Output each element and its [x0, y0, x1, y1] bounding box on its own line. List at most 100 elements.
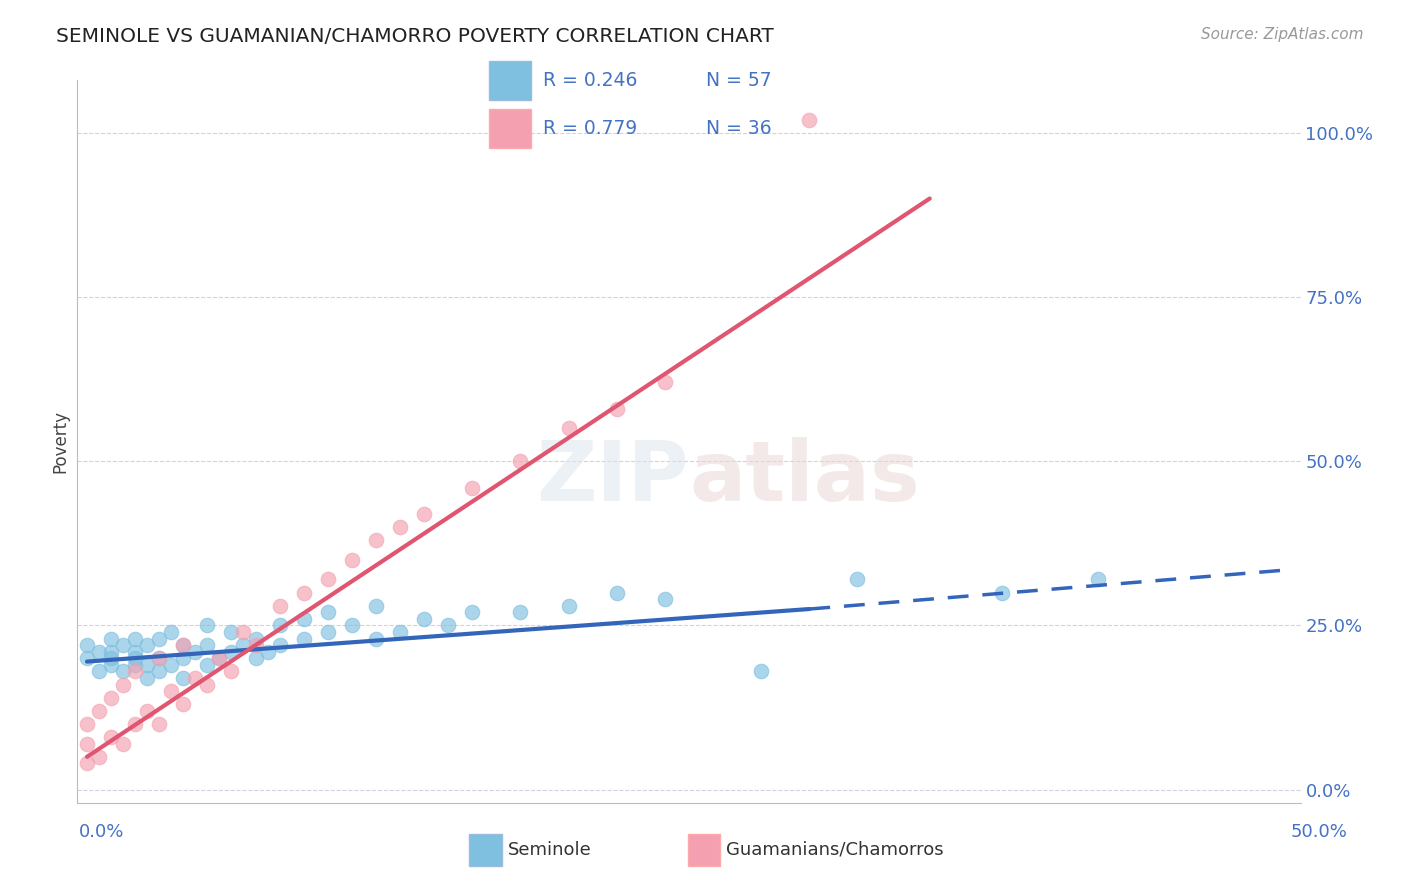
Point [148, 632, 170, 646]
Point [221, 665, 243, 679]
Point [654, 592, 676, 607]
Point [124, 717, 146, 731]
Text: Source: ZipAtlas.com: Source: ZipAtlas.com [1201, 27, 1364, 42]
Point [606, 585, 628, 599]
Text: SEMINOLE VS GUAMANIAN/CHAMORRO POVERTY CORRELATION CHART: SEMINOLE VS GUAMANIAN/CHAMORRO POVERTY C… [56, 27, 773, 45]
Point [112, 665, 135, 679]
Point [413, 612, 436, 626]
Text: N = 36: N = 36 [706, 119, 772, 138]
Point [364, 599, 387, 613]
Point [160, 657, 183, 672]
Text: atlas: atlas [689, 437, 920, 518]
Point [136, 657, 159, 672]
Point [136, 671, 159, 685]
Point [87, 665, 110, 679]
Point [316, 573, 339, 587]
Point [256, 645, 278, 659]
Point [1087, 573, 1109, 587]
Point [112, 677, 135, 691]
Point [76, 638, 98, 652]
Point [100, 651, 122, 665]
Point [221, 625, 243, 640]
Text: ZIP: ZIP [537, 437, 689, 518]
Point [76, 756, 98, 771]
Point [269, 599, 291, 613]
Point [232, 625, 254, 640]
Point [245, 638, 267, 652]
Point [195, 638, 218, 652]
Point [388, 625, 411, 640]
Point [292, 612, 315, 626]
Point [245, 632, 267, 646]
Point [388, 520, 411, 534]
Point [112, 737, 135, 751]
Point [160, 684, 183, 698]
Point [269, 638, 291, 652]
Point [316, 605, 339, 619]
Point [437, 618, 460, 632]
Point [124, 657, 146, 672]
Point [148, 717, 170, 731]
Point [160, 625, 183, 640]
Text: Seminole: Seminole [508, 840, 591, 859]
Point [100, 632, 122, 646]
Point [136, 638, 159, 652]
Point [269, 618, 291, 632]
Bar [489, 61, 531, 100]
Point [991, 585, 1014, 599]
Point [461, 605, 484, 619]
Point [208, 651, 231, 665]
Point [846, 573, 869, 587]
Point [316, 625, 339, 640]
Point [232, 638, 254, 652]
Text: N = 57: N = 57 [706, 70, 772, 90]
Text: Guamanians/Chamorros: Guamanians/Chamorros [725, 840, 943, 859]
Point [184, 671, 207, 685]
Point [100, 730, 122, 744]
Point [364, 533, 387, 547]
Point [87, 704, 110, 718]
Text: R = 0.246: R = 0.246 [543, 70, 637, 90]
Point [195, 657, 218, 672]
Point [172, 638, 194, 652]
Point [557, 421, 579, 435]
Point [124, 645, 146, 659]
Text: 50.0%: 50.0% [1291, 822, 1347, 840]
Point [100, 645, 122, 659]
Point [76, 737, 98, 751]
Point [654, 376, 676, 390]
Point [364, 632, 387, 646]
Point [87, 749, 110, 764]
Point [799, 112, 821, 127]
Point [557, 599, 579, 613]
Point [340, 553, 363, 567]
Text: 0.0%: 0.0% [79, 822, 124, 840]
Point [413, 507, 436, 521]
Point [749, 665, 772, 679]
Point [172, 651, 194, 665]
Point [184, 645, 207, 659]
Point [136, 704, 159, 718]
Bar [489, 109, 531, 148]
Point [292, 585, 315, 599]
Point [100, 657, 122, 672]
Point [76, 717, 98, 731]
Point [87, 645, 110, 659]
Point [172, 638, 194, 652]
Bar [470, 833, 502, 865]
Point [340, 618, 363, 632]
Point [112, 638, 135, 652]
Point [292, 632, 315, 646]
Point [148, 651, 170, 665]
Point [148, 665, 170, 679]
Point [195, 618, 218, 632]
Point [76, 651, 98, 665]
Point [245, 651, 267, 665]
Point [606, 401, 628, 416]
Point [208, 651, 231, 665]
Point [124, 632, 146, 646]
Point [509, 454, 531, 468]
Point [195, 677, 218, 691]
Point [461, 481, 484, 495]
Point [509, 605, 531, 619]
